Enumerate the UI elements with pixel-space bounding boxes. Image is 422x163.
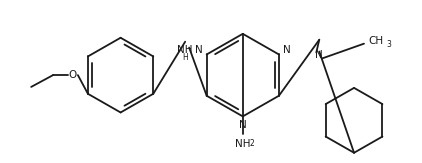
Text: 2: 2 [249,139,254,148]
Text: N: N [195,45,203,55]
Text: N: N [283,45,290,55]
Text: N: N [239,120,247,130]
Text: NH: NH [235,139,251,149]
Text: CH: CH [368,36,384,46]
Text: N: N [315,51,323,60]
Text: 3: 3 [387,40,391,49]
Text: NH: NH [177,44,193,55]
Text: H: H [182,53,188,62]
Text: O: O [69,70,77,80]
